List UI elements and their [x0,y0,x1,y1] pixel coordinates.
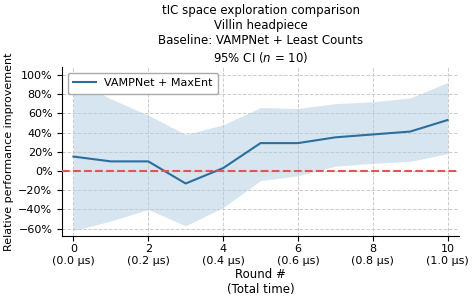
VAMPNet + MaxEnt [445,118,450,122]
Line: VAMPNet + MaxEnt: VAMPNet + MaxEnt [73,120,447,184]
Legend: VAMPNet + MaxEnt: VAMPNet + MaxEnt [68,73,219,94]
VAMPNet + MaxEnt [333,136,338,139]
VAMPNet + MaxEnt [295,141,301,145]
Title: tIC space exploration comparison
Villin headpiece
Baseline: VAMPNet + Least Coun: tIC space exploration comparison Villin … [158,4,363,64]
VAMPNet + MaxEnt [183,182,189,185]
VAMPNet + MaxEnt [407,130,413,134]
VAMPNet + MaxEnt [71,155,76,158]
Y-axis label: Relative performance improvement: Relative performance improvement [4,52,14,251]
X-axis label: Round #
(Total time): Round # (Total time) [227,268,294,296]
VAMPNet + MaxEnt [108,160,114,163]
VAMPNet + MaxEnt [220,166,226,170]
VAMPNet + MaxEnt [146,160,151,163]
VAMPNet + MaxEnt [258,141,264,145]
VAMPNet + MaxEnt [370,133,375,136]
